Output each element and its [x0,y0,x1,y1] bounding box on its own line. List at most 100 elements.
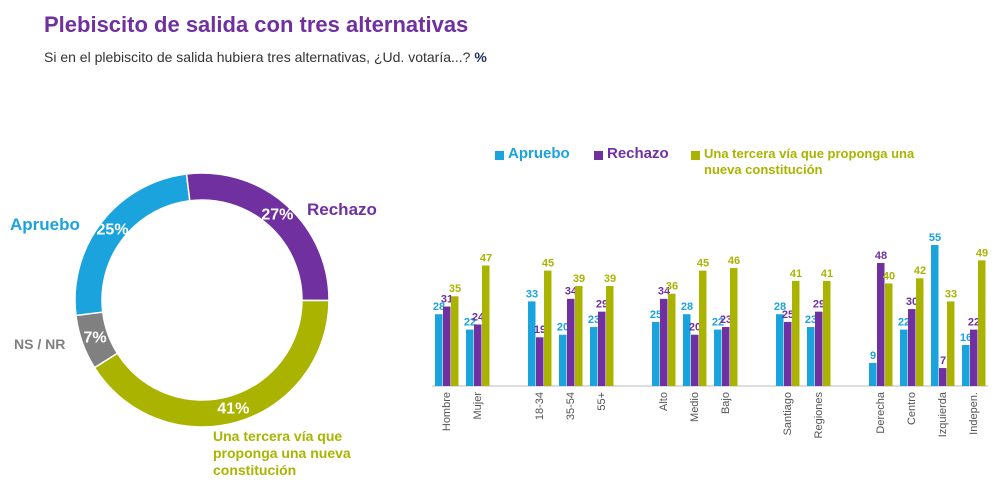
bar [606,286,614,386]
x-tick-label: 55+ [596,392,608,411]
bar [474,324,482,386]
subtitle: Si en el plebiscito de salida hubiera tr… [44,49,471,65]
bar [978,260,986,386]
bar-value-label: 29 [813,299,825,311]
bar [451,296,459,386]
bar [482,265,490,386]
bar [466,329,474,386]
bar [970,329,978,386]
bar [730,268,738,386]
bar [939,368,947,386]
bar-value-label: 39 [604,273,616,285]
bar [590,327,598,386]
legend-swatch [594,151,603,160]
x-tick-label: Hombre [441,392,453,431]
x-tick-label: 18-34 [534,392,546,420]
title: Plebiscito de salida con tres alternativ… [44,12,469,37]
bar [660,298,668,386]
bar [776,314,784,386]
bar-value-label: 22 [898,317,910,329]
bar [947,301,955,386]
bar-value-label: 19 [534,324,546,336]
bar-value-label: 42 [914,265,926,277]
bar [714,329,722,386]
bar-value-label: 30 [906,296,918,308]
bar-value-label: 46 [728,255,740,267]
bar-value-label: 34 [565,286,578,298]
bar-value-label: 22 [968,317,980,329]
bar [435,314,443,386]
bar-value-label: 28 [433,301,445,313]
legend-swatch [495,151,504,160]
x-tick-label: Regiones [813,392,825,439]
bar-value-label: 34 [658,286,671,298]
bar-value-label: 22 [712,317,724,329]
bar-value-label: 41 [821,268,833,280]
donut-slice [74,173,191,317]
bar [528,301,536,386]
bar-value-label: 20 [557,322,569,334]
bar-value-label: 41 [790,268,802,280]
bar [699,270,707,386]
bar [815,311,823,386]
slice-category-label: NS / NR [14,336,66,352]
bar-value-label: 23 [805,314,817,326]
bar [567,298,575,386]
bar [792,280,800,386]
subtitle-row: Si en el plebiscito de salida hubiera tr… [44,49,487,65]
x-tick-label: Santiago [782,392,794,435]
bar-value-label: 9 [870,350,876,362]
bar [916,278,924,386]
bar [683,314,691,386]
bar [575,286,583,386]
bar-value-label: 33 [526,288,538,300]
bar [931,245,939,386]
bar [962,344,970,386]
bar-value-label: 16 [960,332,972,344]
donut-slice [93,299,330,428]
bar [807,327,815,386]
bar [668,293,676,386]
bar [559,334,567,386]
bar-value-label: 23 [588,314,600,326]
slice-category-label: Una tercera vía que proponga una nueva c… [213,428,351,478]
bar-value-label: 39 [573,273,585,285]
slice-value-label: 25% [97,221,129,238]
bar-value-label: 28 [681,301,693,313]
bar [652,321,660,386]
bar-value-label: 23 [720,314,732,326]
bar [908,309,916,386]
bar-value-label: 49 [976,247,988,259]
x-tick-label: Mujer [472,392,484,420]
bar-value-label: 28 [774,301,786,313]
bar [784,321,792,386]
bar-value-label: 22 [464,317,476,329]
x-tick-label: Centro [906,392,918,425]
bar [443,306,451,386]
bar [544,270,552,386]
bar-value-label: 55 [929,232,941,244]
bar [885,283,893,386]
bar-value-label: 31 [441,293,453,305]
bar-value-label: 25 [782,309,794,321]
bar-value-label: 29 [596,299,608,311]
bar-value-label: 40 [883,270,895,282]
legend-swatch [691,151,700,160]
bar-value-label: 20 [689,322,701,334]
slice-value-label: 7% [84,329,107,346]
bar [722,327,730,386]
slice-category-label: Rechazo [307,200,377,219]
bar [869,362,877,386]
bar-value-label: 48 [875,250,887,262]
x-tick-label: Indepen. [968,392,980,435]
bar-value-label: 33 [945,288,957,300]
x-tick-label: 35-54 [565,392,577,420]
bar-value-label: 7 [940,355,946,367]
x-tick-label: Alto [658,392,670,411]
x-tick-label: Bajo [720,392,732,414]
slice-value-label: 41% [217,400,249,417]
unit: % [474,49,487,65]
bar [598,311,606,386]
x-tick-label: Izquierda [937,391,949,437]
